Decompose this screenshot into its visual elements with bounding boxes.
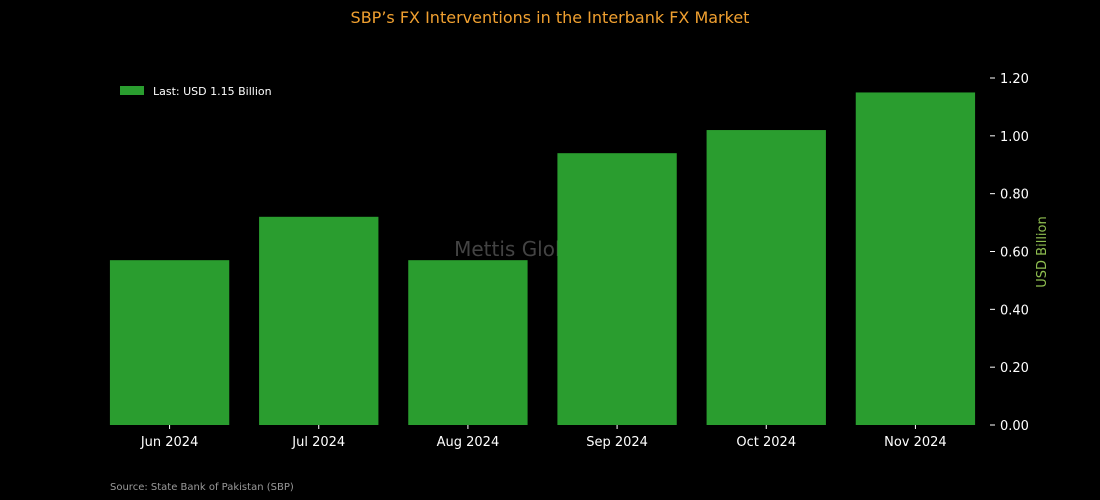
y-tick-label: 0.40 (1000, 303, 1029, 318)
x-tick-label: Sep 2024 (586, 435, 648, 450)
bar-oct-2024 (706, 130, 826, 426)
bar-sep-2024 (557, 153, 677, 425)
bars-group (109, 92, 976, 426)
x-tick-label: Jun 2024 (140, 435, 199, 450)
y-tick-label: 0.00 (1000, 419, 1029, 434)
chart-title: SBP’s FX Interventions in the Interbank … (351, 8, 750, 27)
bar-jun-2024 (109, 260, 230, 425)
x-tick-label: Nov 2024 (884, 435, 947, 450)
source-note: Source: State Bank of Pakistan (SBP) (110, 482, 294, 493)
legend: Last: USD 1.15 Billion (120, 85, 272, 98)
y-axis-label: USD Billion (1035, 216, 1050, 287)
y-tick-label: 0.80 (1000, 188, 1029, 203)
y-tick-label: 0.20 (1000, 361, 1029, 376)
y-tick-label: 1.20 (1000, 72, 1029, 87)
x-axis: Jun 2024 Jul 2024 Aug 2024 Sep 2024 Oct 2024… (140, 425, 947, 450)
legend-label: Last: USD 1.15 Billion (153, 85, 272, 98)
bar-jul-2024 (259, 216, 379, 425)
bar-nov-2024 (855, 92, 976, 425)
legend-swatch (120, 86, 144, 95)
x-tick-label: Aug 2024 (437, 435, 500, 450)
y-tick-label: 1.00 (1000, 130, 1029, 145)
x-tick-label: Oct 2024 (736, 435, 796, 450)
y-axis: 0.00 0.20 0.40 0.60 0.80 1.00 1.20 (990, 72, 1029, 434)
y-tick-label: 0.60 (1000, 246, 1029, 261)
bar-aug-2024 (408, 260, 528, 425)
x-tick-label: Jul 2024 (291, 435, 345, 450)
